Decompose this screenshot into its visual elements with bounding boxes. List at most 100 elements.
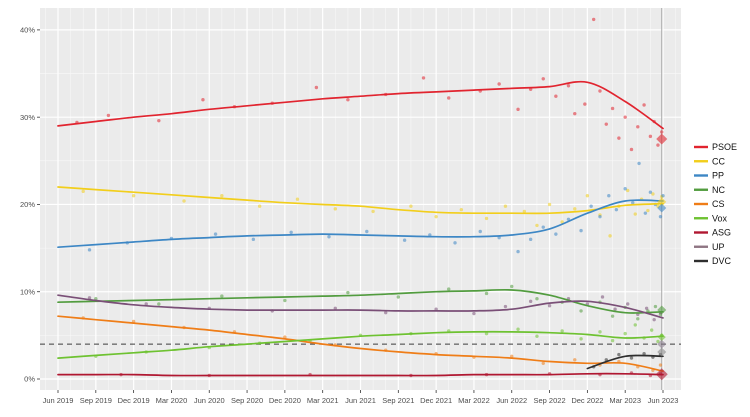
x-tick-label: Dec 2022 xyxy=(571,396,603,405)
poll-point xyxy=(626,302,630,306)
poll-point xyxy=(579,228,583,233)
poll-point xyxy=(510,284,514,289)
x-tick-label: Sep 2021 xyxy=(382,396,414,405)
axis-ticks xyxy=(37,29,664,393)
y-tick-label: 0% xyxy=(24,375,35,384)
legend: PSOE CC PP NC CS Vox ASG UP DVC xyxy=(694,142,737,266)
poll-point xyxy=(653,304,658,309)
result-diamond-dvc xyxy=(657,347,667,357)
poll-point xyxy=(535,223,539,228)
legend-label-cc: CC xyxy=(712,156,725,166)
poll-point xyxy=(629,356,634,360)
poll-point xyxy=(541,225,545,229)
poll-point xyxy=(157,302,161,306)
poll-point xyxy=(637,161,641,166)
poll-point xyxy=(623,187,627,191)
poll-point xyxy=(396,295,401,299)
x-tick-label: Mar 2021 xyxy=(307,396,339,405)
x-tick-label: Mar 2020 xyxy=(156,396,188,405)
trend-line-dvc xyxy=(586,354,664,370)
poll-point xyxy=(604,122,608,126)
x-tick-label: Mar 2023 xyxy=(609,396,641,405)
poll-point xyxy=(636,125,640,129)
poll-point xyxy=(598,89,602,93)
poll-point xyxy=(661,194,665,198)
poll-point xyxy=(591,17,596,22)
poll-point xyxy=(631,201,635,205)
y-axis-labels: 0% 10% 20% 30% 40% xyxy=(20,26,35,384)
x-tick-label: Jun 2019 xyxy=(43,396,74,405)
poll-point xyxy=(295,197,300,201)
poll-point xyxy=(453,241,457,245)
poll-point xyxy=(346,290,350,295)
poll-point xyxy=(547,303,552,308)
poll-point xyxy=(131,194,136,198)
poll-point xyxy=(434,307,438,311)
x-tick-label: Dec 2020 xyxy=(269,396,301,405)
legend-label-up: UP xyxy=(712,242,725,252)
trend-line-up xyxy=(57,294,664,319)
poll-point xyxy=(583,102,587,106)
poll-point xyxy=(644,306,649,311)
poll-point xyxy=(87,248,92,252)
poll-point xyxy=(579,309,583,313)
trend-line-cc xyxy=(57,186,664,215)
poll-point xyxy=(629,147,634,152)
poll-point xyxy=(660,130,664,134)
legend-label-pp: PP xyxy=(712,171,724,181)
x-tick-label: Jun 2022 xyxy=(496,396,527,405)
x-tick-label: Jun 2023 xyxy=(648,396,679,405)
poll-point xyxy=(434,214,438,219)
legend-label-cs: CS xyxy=(712,199,725,209)
poll-point xyxy=(547,202,552,207)
poll-point xyxy=(554,94,558,98)
poll-point xyxy=(649,328,654,332)
poll-point xyxy=(516,249,520,254)
poll-point xyxy=(81,189,85,194)
poll-point xyxy=(220,294,224,298)
x-tick-label: Sep 2019 xyxy=(80,396,112,405)
poll-point xyxy=(257,204,262,208)
poll-point xyxy=(182,199,186,203)
poll-point xyxy=(484,216,489,221)
poll-point xyxy=(573,358,577,362)
poll-points-up xyxy=(87,295,663,322)
poll-point xyxy=(421,76,426,80)
trend-line-cs xyxy=(57,315,664,372)
trend-line-pp xyxy=(57,199,664,249)
poll-point xyxy=(409,204,413,208)
poll-point xyxy=(535,334,539,338)
poll-point xyxy=(283,298,287,303)
y-tick-label: 40% xyxy=(20,26,35,35)
poll-point xyxy=(573,111,577,116)
y-tick-label: 30% xyxy=(20,113,35,122)
poll-point xyxy=(554,232,558,236)
legend-label-psoe: PSOE xyxy=(712,142,737,152)
poll-point xyxy=(573,207,577,211)
poll-point xyxy=(566,84,571,88)
poll-point xyxy=(652,317,656,322)
poll-point xyxy=(623,331,627,336)
poll-point xyxy=(333,306,337,311)
result-diamond-asg xyxy=(655,368,668,381)
poll-point xyxy=(510,354,514,359)
x-tick-label: Mar 2022 xyxy=(458,396,490,405)
poll-point xyxy=(614,207,619,212)
poll-point xyxy=(623,115,627,119)
result-diamond-pp xyxy=(657,203,667,213)
poll-point xyxy=(402,238,407,242)
poll-point xyxy=(617,352,621,357)
poll-point xyxy=(459,207,464,212)
poll-point xyxy=(484,291,489,296)
x-tick-label: Sep 2020 xyxy=(231,396,263,405)
poll-point xyxy=(87,296,92,300)
poll-point xyxy=(371,209,375,214)
poll-point xyxy=(607,194,611,198)
legend-label-vox: Vox xyxy=(712,213,728,223)
poll-point xyxy=(541,77,545,81)
poll-point xyxy=(610,338,615,343)
poll-point xyxy=(610,106,615,111)
x-tick-label: Sep 2022 xyxy=(534,396,566,405)
poll-point xyxy=(516,327,520,331)
